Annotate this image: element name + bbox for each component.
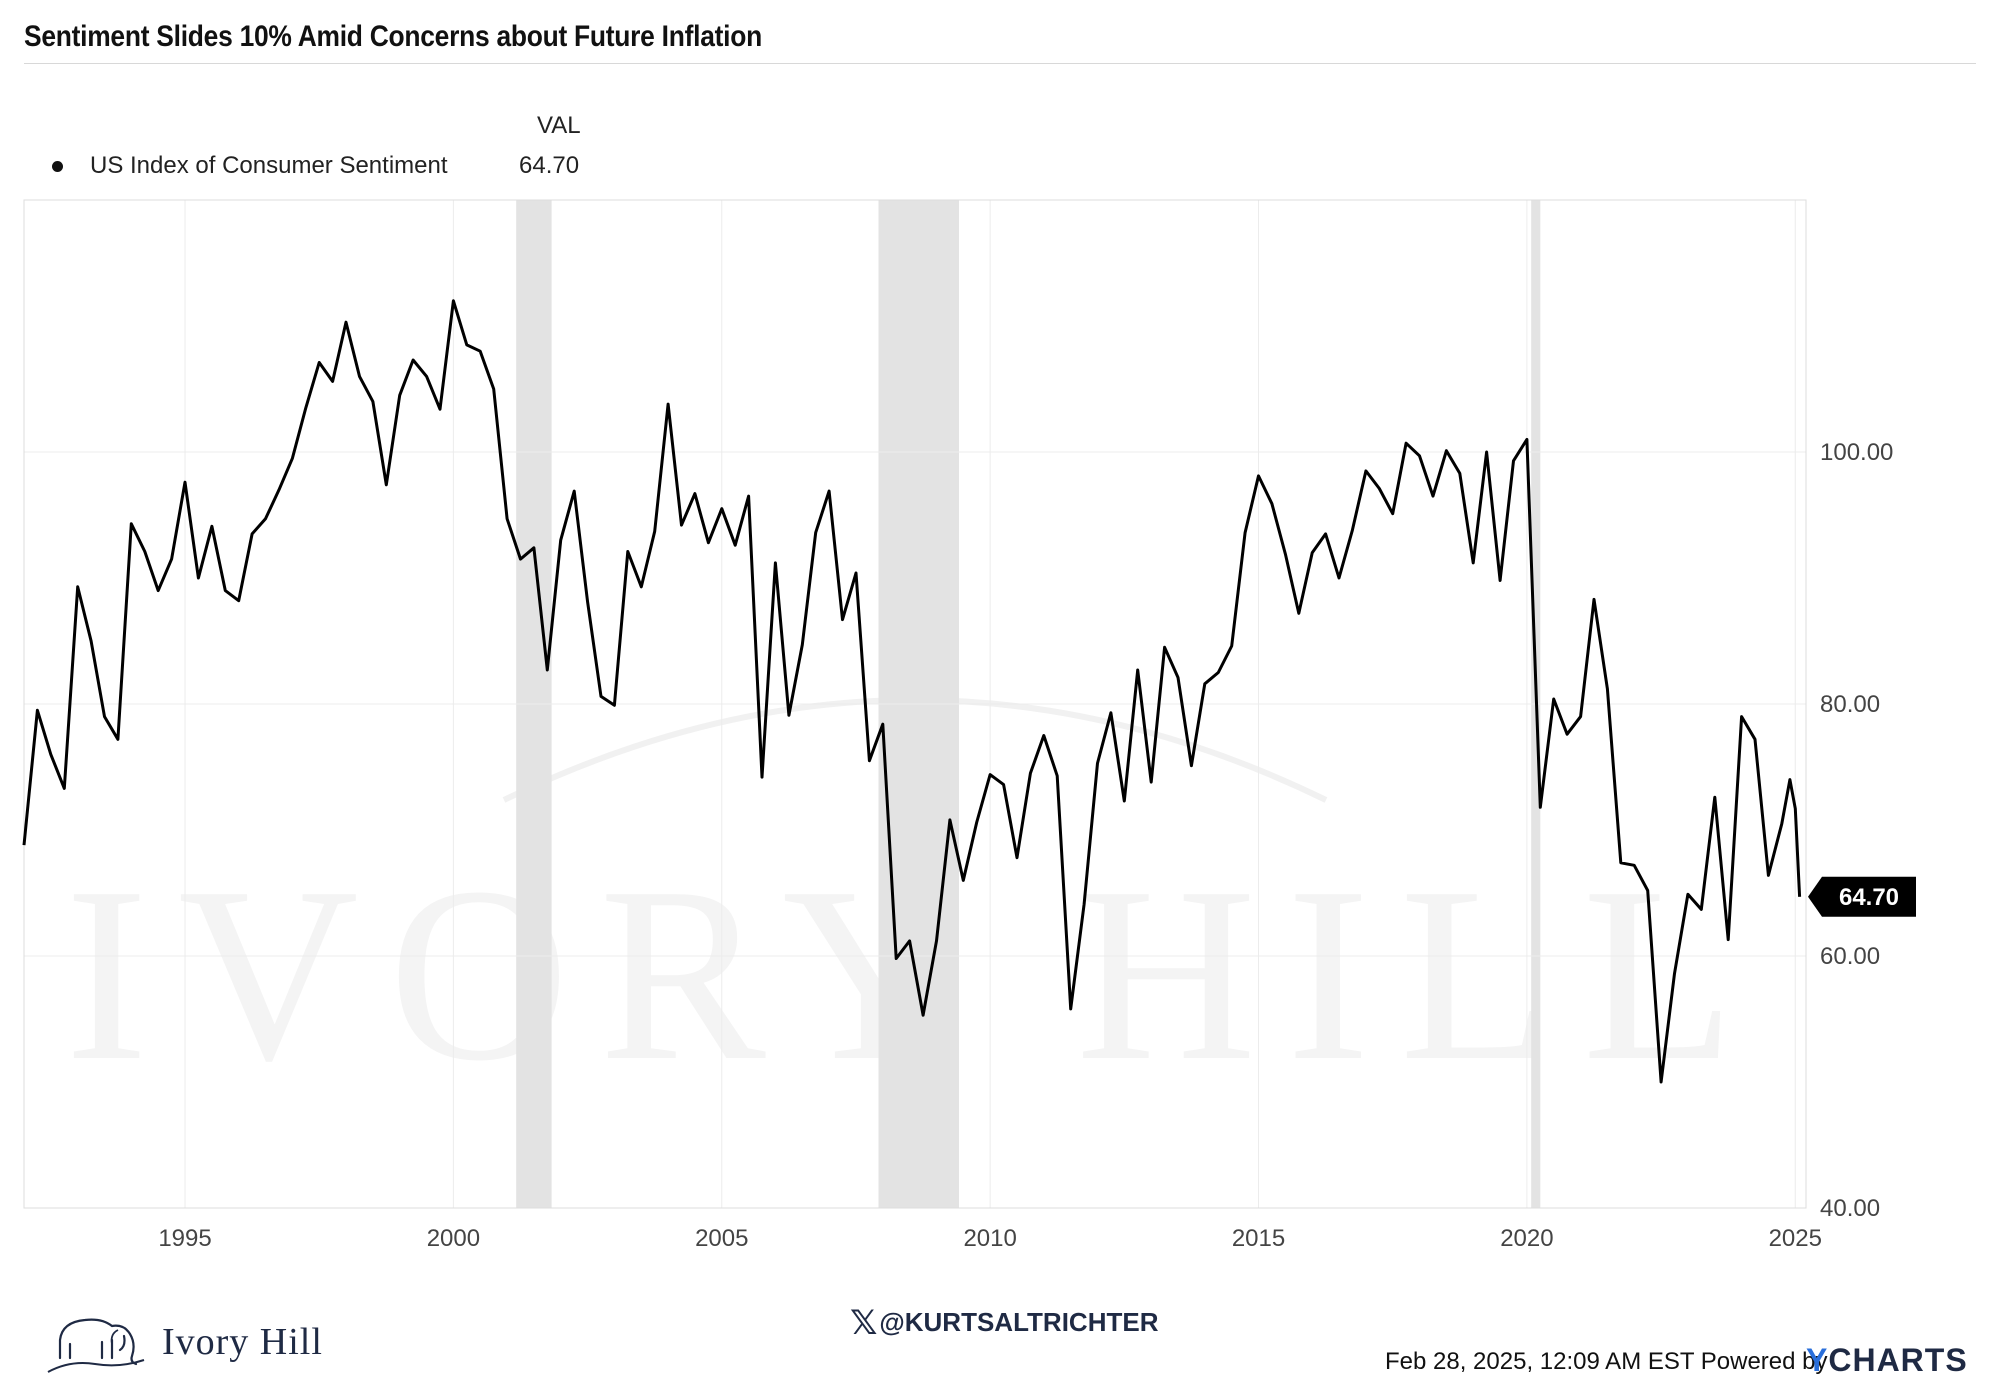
plot-frame	[23, 199, 1807, 1209]
series-layer	[22, 299, 1802, 1084]
y-tick-label: 40.00	[1820, 1195, 1880, 1222]
ycharts-brand-rest: CHARTS	[1828, 1342, 1968, 1378]
chart-title: Sentiment Slides 10% Amid Concerns about…	[24, 20, 762, 53]
x-axis: 1995 2000 2005 2010 2015 2020 2025	[158, 1225, 1822, 1252]
x-tick-label: 2020	[1500, 1225, 1553, 1252]
last-value-label: 64.70	[1839, 884, 1899, 911]
x-tick-label: 2000	[427, 1225, 480, 1252]
x-logo-icon: 𝕏	[850, 1304, 878, 1342]
legend-header: VAL	[537, 112, 581, 139]
legend-series-value: 64.70	[519, 152, 580, 179]
x-tick-label: 2015	[1232, 1225, 1285, 1252]
ycharts-brand[interactable]: YCHARTS	[1806, 1342, 1968, 1379]
logo-wordmark: Ivory Hill	[162, 1321, 323, 1363]
line-chart: IVORY HILL 1995200020052010201520202025 …	[22, 199, 1916, 1252]
x-tick-label: 2025	[1769, 1225, 1822, 1252]
x-tick-label: 2010	[963, 1225, 1016, 1252]
ycharts-brand-y: Y	[1806, 1342, 1829, 1378]
y-tick-label: 100.00	[1820, 439, 1893, 466]
last-value-marker: 64.70	[1808, 876, 1916, 917]
legend-dot-icon	[52, 161, 63, 172]
footer-handle[interactable]: 𝕏@KURTSALTRICHTER	[850, 1303, 1158, 1343]
x-tick-label: 2005	[695, 1225, 748, 1252]
footer-timestamp: Feb 28, 2025, 12:09 AM EST Powered by	[1385, 1348, 1828, 1375]
y-axis: 40.00 60.00 80.00 100.00	[1820, 439, 1893, 1222]
footer-handle-text: @KURTSALTRICHTER	[879, 1307, 1159, 1337]
legend-series-name: US Index of Consumer Sentiment	[90, 152, 448, 179]
title-divider	[24, 63, 1976, 64]
x-tick-label: 1995	[158, 1225, 211, 1252]
y-tick-label: 80.00	[1820, 691, 1880, 718]
last-value-badge	[1808, 876, 1916, 917]
y-tick-label: 60.00	[1820, 943, 1880, 970]
elephant-icon	[47, 1318, 145, 1373]
series-line	[22, 299, 1802, 1084]
